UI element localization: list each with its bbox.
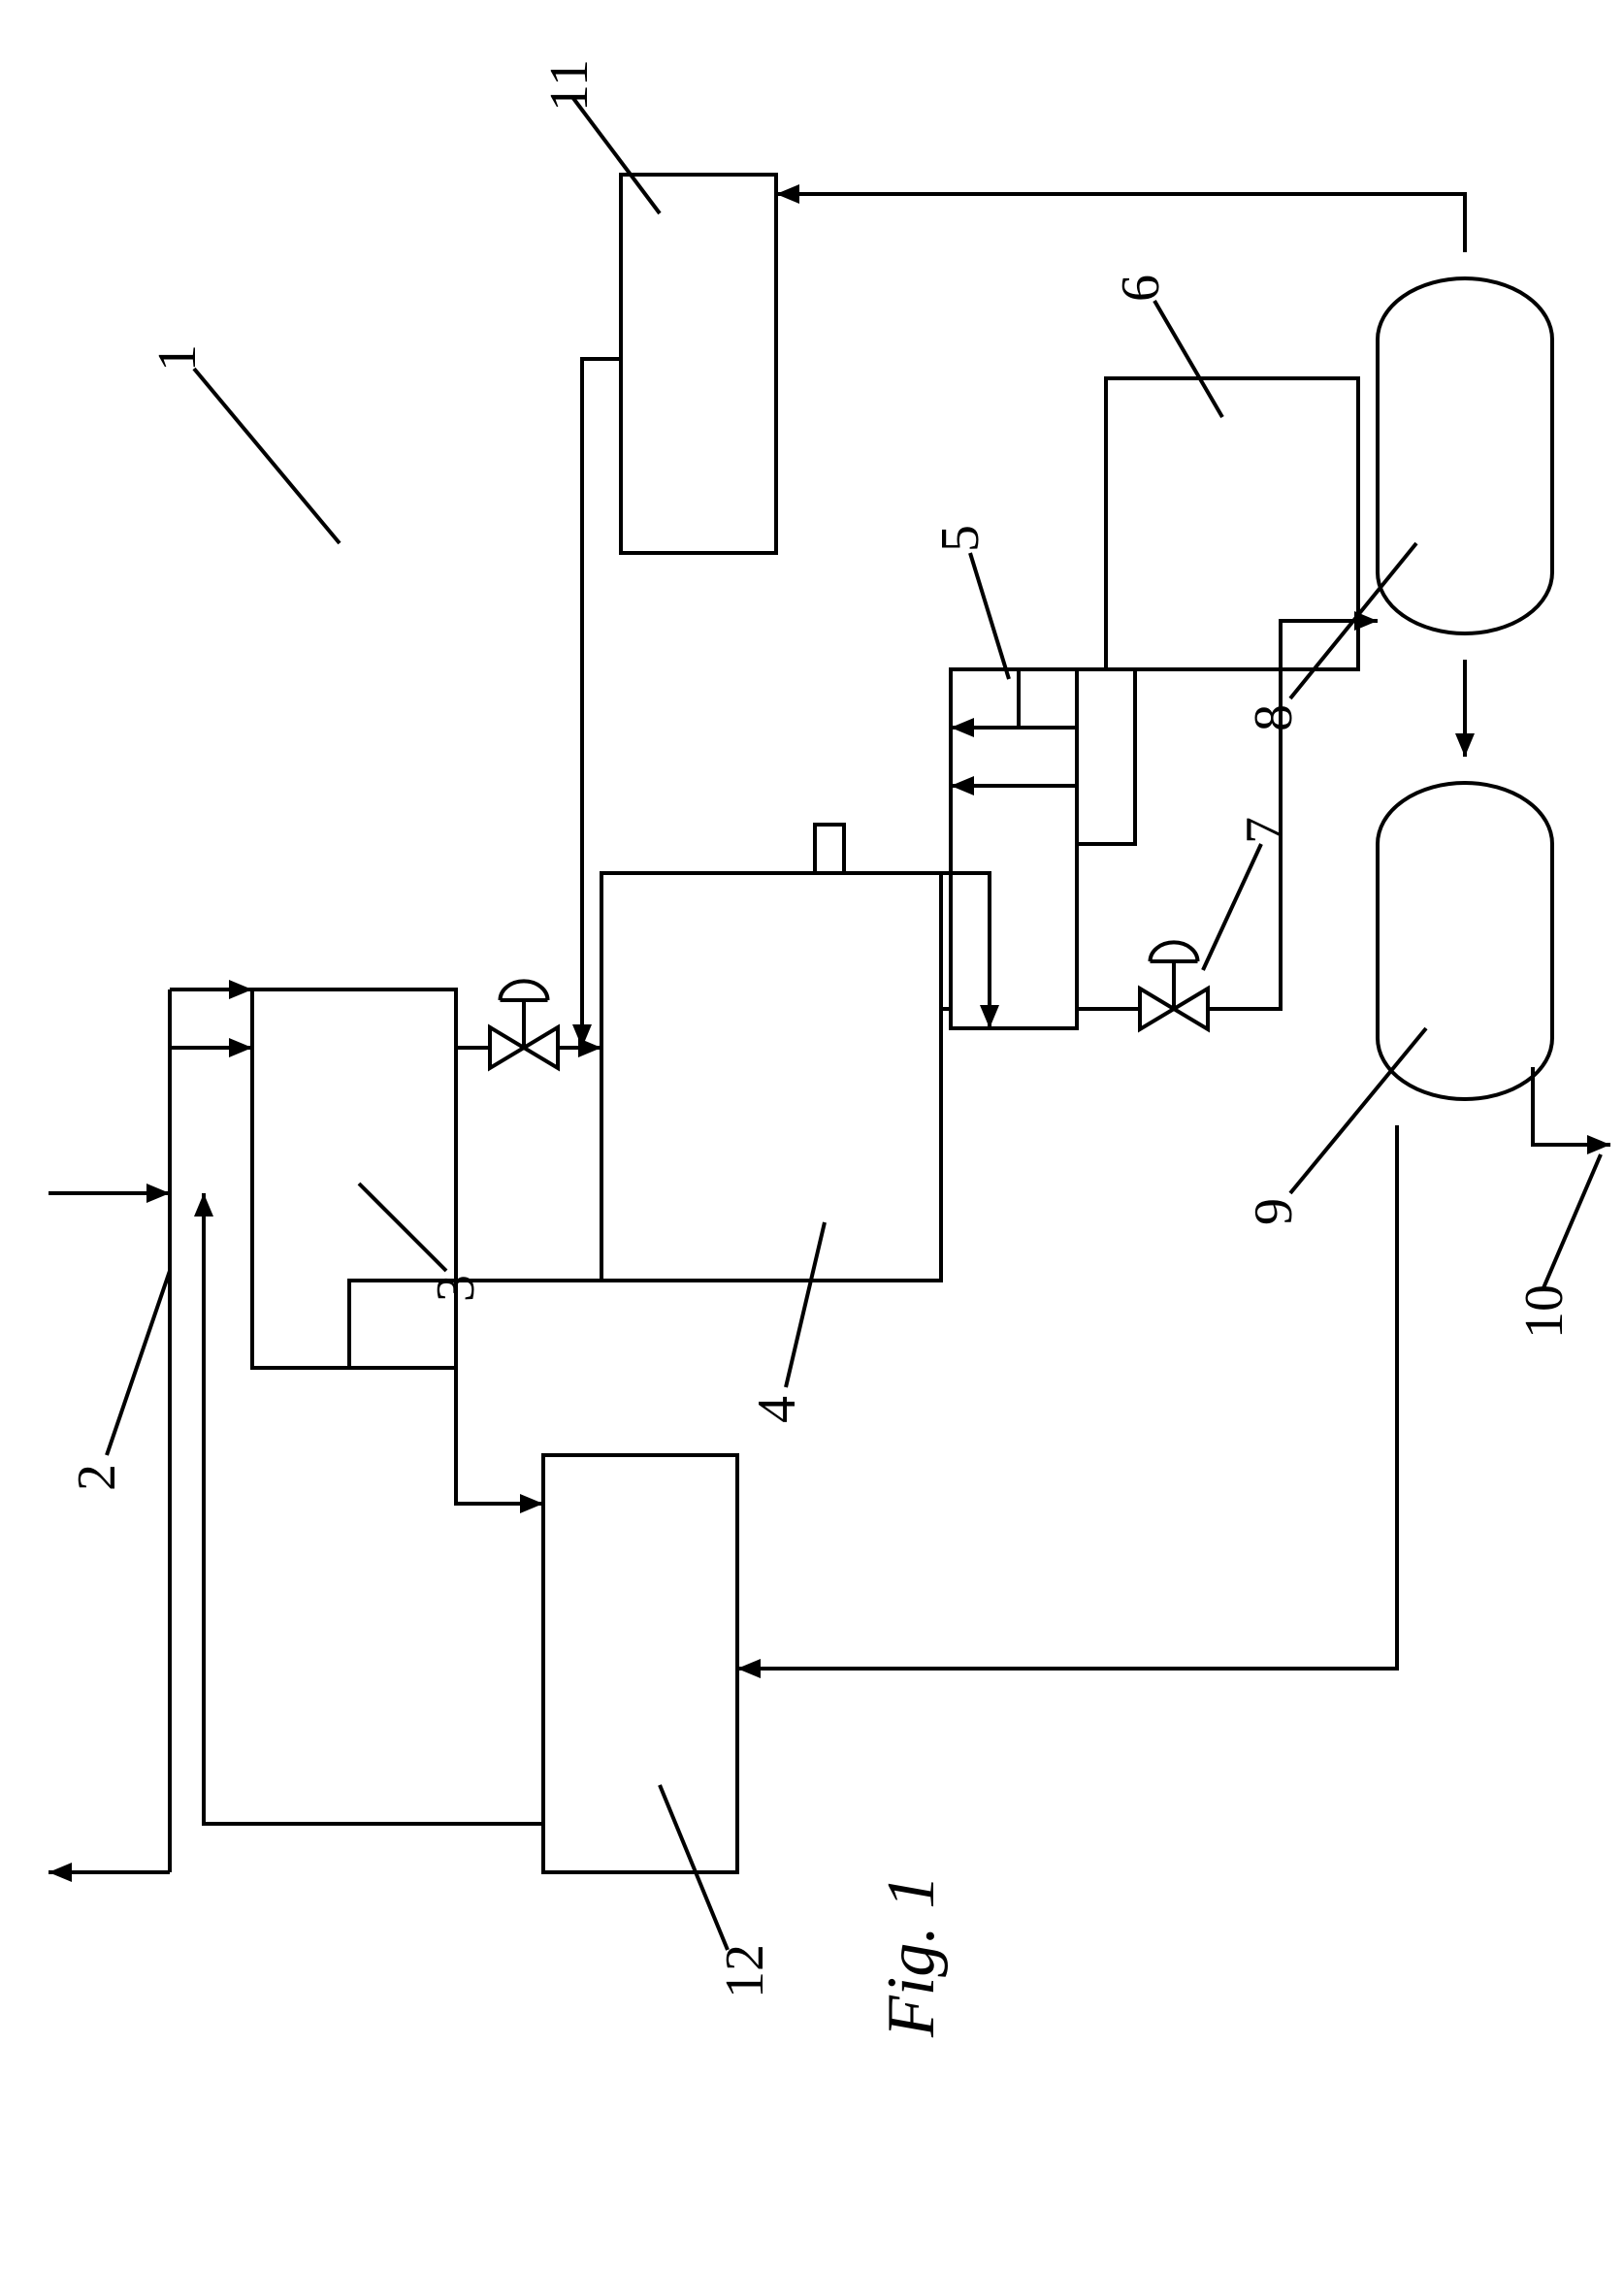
ref-label-12: 12 [714,1944,776,1998]
ref-label-3: 3 [425,1275,487,1302]
diagram-canvas: Fig. 1 123456789101112 [0,0,1624,2271]
ref-label-10: 10 [1513,1284,1575,1339]
ref-label-9: 9 [1243,1198,1305,1225]
ref-label-11: 11 [538,59,601,112]
ref-label-6: 6 [1110,275,1172,302]
figure-caption: Fig. 1 [873,1875,951,2037]
diagram-svg [0,0,1624,2271]
ref-label-2: 2 [66,1464,128,1491]
ref-label-8: 8 [1243,704,1305,731]
ref-label-1: 1 [146,344,209,372]
ref-label-7: 7 [1234,817,1296,844]
ref-label-4: 4 [746,1396,808,1423]
ref-label-5: 5 [929,525,991,552]
